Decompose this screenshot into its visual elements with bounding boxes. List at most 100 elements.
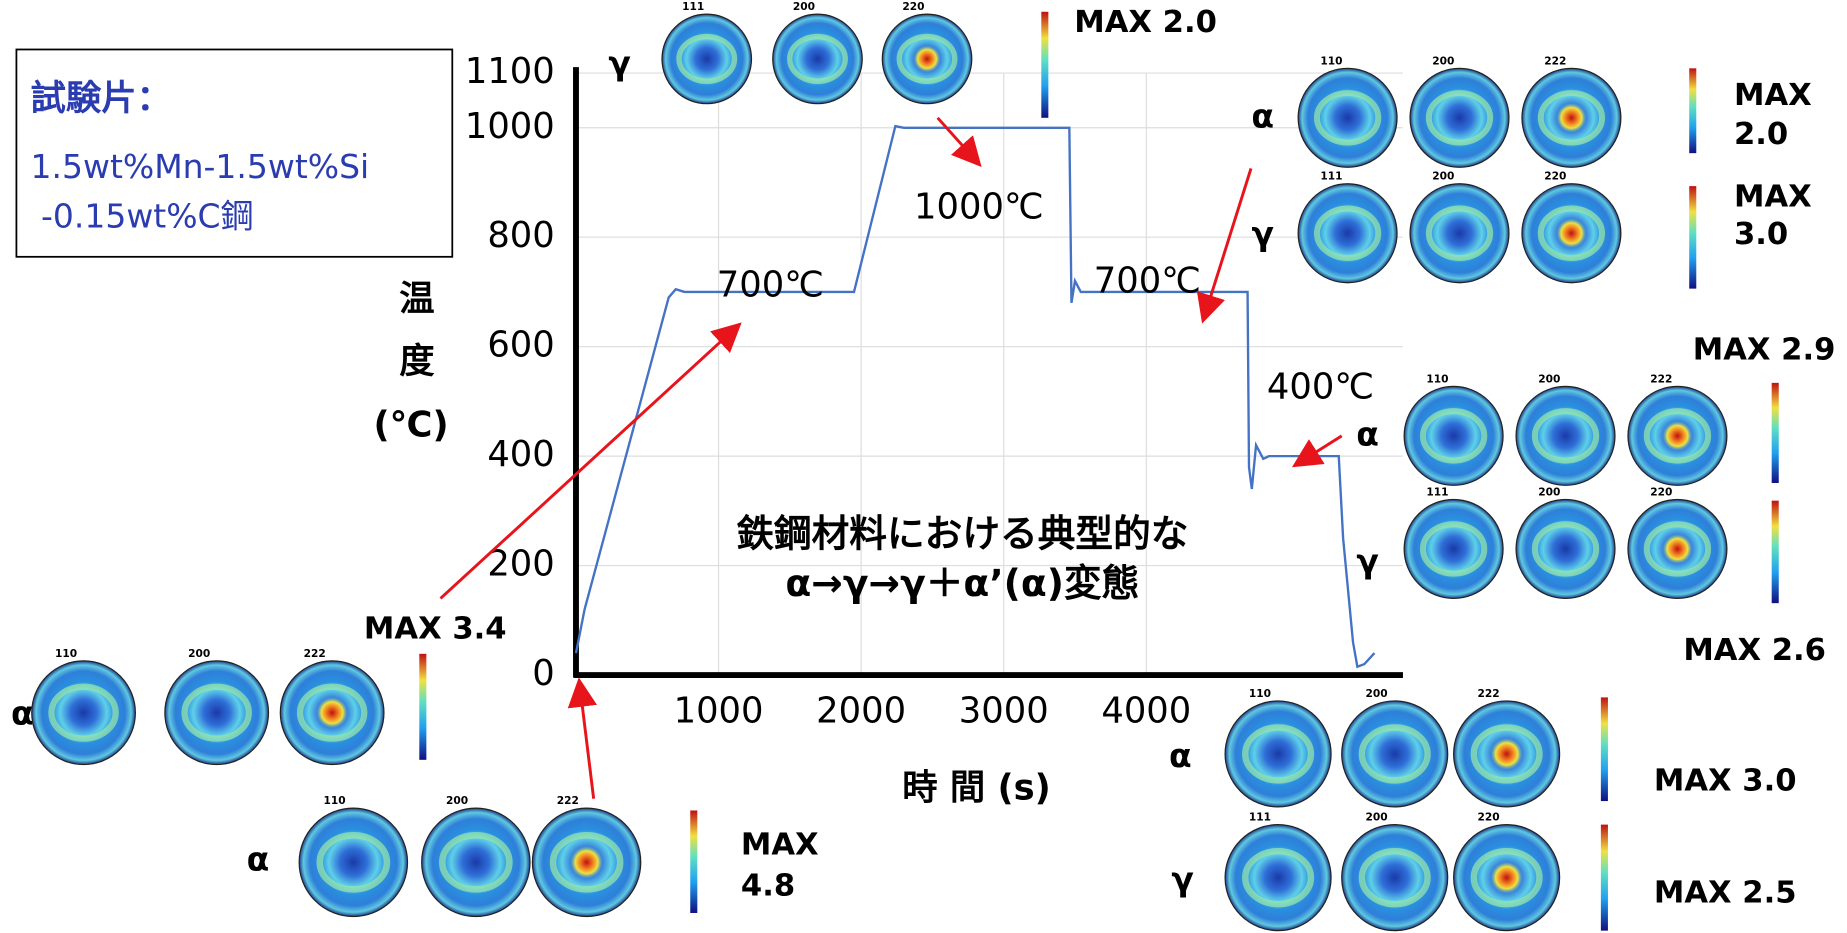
- pole-figure-peak: [913, 45, 941, 73]
- pole-figure: [31, 660, 136, 766]
- pole-figure-ring: [1419, 408, 1488, 464]
- plane-label: 110: [1426, 373, 1448, 385]
- pole-figure-ring: [896, 33, 958, 84]
- pole-figure-ring: [1537, 90, 1606, 146]
- max-label: MAX 2.6: [1683, 633, 1826, 668]
- pole-figure-ring: [1643, 521, 1712, 577]
- phase-label: γ: [1356, 542, 1378, 581]
- y-axis-label: (℃): [374, 404, 449, 445]
- colorbar: [1041, 11, 1049, 118]
- pole-figure-ring: [438, 831, 513, 893]
- temperature-line: [574, 124, 1376, 669]
- max-label: 4.8: [741, 869, 795, 904]
- max-label: MAX 2.5: [1654, 876, 1797, 911]
- plane-label: 110: [1320, 55, 1342, 67]
- colorbar: [1689, 68, 1697, 154]
- pole-figure-ring: [181, 683, 252, 742]
- pole-figure-peak: [1556, 218, 1587, 249]
- pole-figure-ring: [1242, 847, 1315, 908]
- max-label: MAX 3.0: [1654, 764, 1797, 799]
- max-label: MAX 2.0: [1074, 5, 1217, 40]
- plane-label: 200: [1432, 55, 1454, 67]
- pole-figure-ring: [1531, 521, 1600, 577]
- y-axis-label: 度: [399, 341, 435, 382]
- x-tick-label: 1000: [674, 691, 764, 732]
- specimen-text: 1.5wt%Mn-1.5wt%Si: [31, 147, 370, 186]
- pole-figure-ring: [316, 831, 391, 893]
- max-label: MAX 3.4: [364, 612, 507, 647]
- pole-figure-ring: [1358, 847, 1431, 908]
- annotation: 1000℃: [914, 187, 1044, 228]
- caption: α→γ→γ＋α’(α)変態: [785, 561, 1139, 605]
- plane-label: 222: [304, 648, 326, 660]
- plane-label: 220: [1544, 171, 1566, 183]
- x-tick-label: 3000: [959, 691, 1049, 732]
- pole-figure-ring: [676, 33, 738, 84]
- specimen-title: 試験片：: [31, 78, 172, 119]
- colorbar: [419, 653, 427, 760]
- plane-label: 111: [682, 1, 704, 13]
- pole-figure: [164, 660, 270, 766]
- max-label: MAX: [741, 827, 819, 862]
- max-label: MAX: [1734, 179, 1812, 214]
- pole-figure: [1515, 385, 1616, 486]
- pole-figure: [1409, 67, 1510, 168]
- x-tick-label: 2000: [816, 691, 906, 732]
- y-axis-label: 温: [399, 278, 434, 319]
- pole-figure: [1297, 67, 1398, 168]
- phase-label: γ: [608, 43, 630, 82]
- pole-figure: [1515, 498, 1616, 600]
- y-tick-label: 1000: [465, 106, 555, 147]
- y-tick-label: 600: [487, 325, 554, 366]
- y-tick-label: 1100: [465, 51, 555, 92]
- pole-figure: [1297, 183, 1398, 284]
- arrows: [439, 116, 1343, 799]
- plane-label: 200: [1366, 812, 1388, 824]
- arrow: [936, 116, 982, 167]
- pole-figure-ring: [1313, 205, 1382, 261]
- pole-figure-ring: [1425, 205, 1494, 261]
- y-tick-label: 400: [487, 434, 554, 475]
- colorbar: [1771, 500, 1779, 604]
- pole-figure: [1403, 385, 1504, 486]
- pole-figure-ring: [1470, 724, 1543, 784]
- annotation: 700℃: [717, 264, 824, 305]
- pole-figure-peak: [1662, 421, 1693, 451]
- pole-figure-ring: [1537, 205, 1606, 261]
- colorbar: [1771, 382, 1779, 483]
- phase-label: α: [1356, 414, 1379, 453]
- plane-label: 110: [55, 648, 77, 660]
- plane-label: 111: [1249, 812, 1271, 824]
- pole-figure: [1224, 700, 1332, 808]
- phase-label: α: [247, 840, 270, 879]
- colorbar: [1600, 824, 1608, 931]
- pole-figure-ring: [549, 831, 624, 893]
- plane-label: 200: [1366, 688, 1388, 700]
- caption: 鉄鋼材料における典型的な: [736, 512, 1188, 556]
- axes: 0 200 400 600 800 1000 1100 1000 2000 3000 4000 700…: [465, 51, 1403, 732]
- arrow: [1196, 168, 1253, 324]
- plane-label: 222: [1650, 373, 1672, 385]
- pole-figure-ring: [296, 683, 368, 742]
- pole-figure: [1341, 700, 1449, 808]
- phase-label: γ: [1171, 860, 1193, 899]
- plane-label: 200: [446, 795, 468, 807]
- pole-figure-ring: [1470, 847, 1543, 908]
- colorbar: [1689, 186, 1697, 289]
- pole-figure: [772, 13, 863, 105]
- plane-label: 110: [324, 795, 346, 807]
- colorbar: [1600, 697, 1608, 802]
- plane-label: 200: [793, 1, 815, 13]
- max-label: 2.0: [1734, 117, 1788, 152]
- pole-figure-ring: [1643, 408, 1712, 464]
- pole-figure: [1341, 824, 1449, 932]
- x-axis-label: 時 間 (s): [902, 767, 1051, 808]
- pole-figure-peak: [316, 697, 348, 729]
- plane-label: 220: [1477, 812, 1499, 824]
- y-tick-label: 200: [487, 544, 554, 585]
- arrow: [1291, 434, 1343, 468]
- arrow: [567, 677, 597, 799]
- pole-figure-ring: [1419, 521, 1488, 577]
- plane-label: 110: [1249, 688, 1271, 700]
